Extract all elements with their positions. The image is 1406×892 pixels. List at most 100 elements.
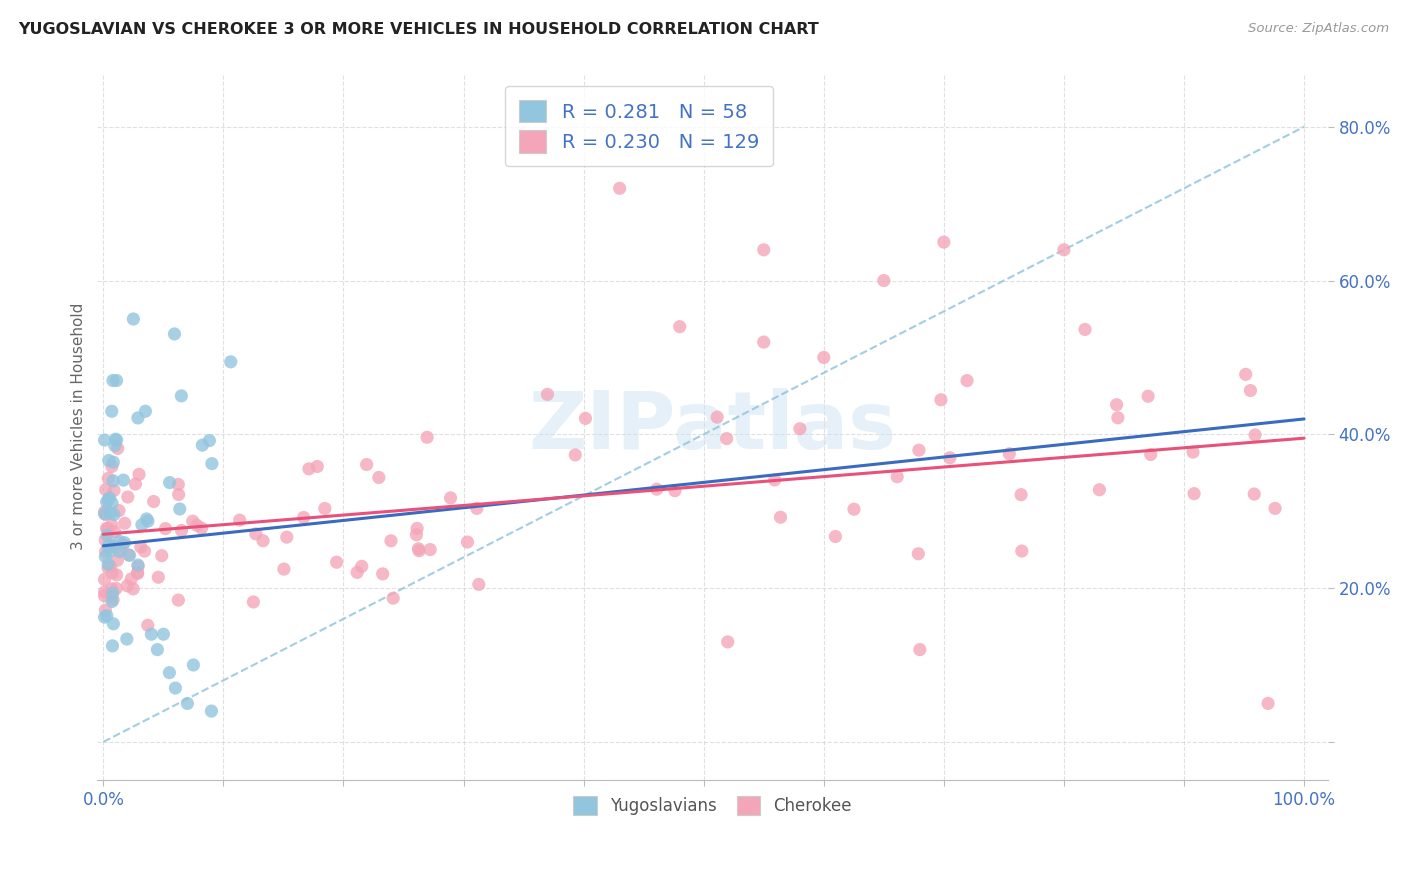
Point (465, 501, 488, 516)
Point (107, 442, 129, 456)
Point (104, 439, 127, 453)
Point (228, 513, 250, 527)
Point (97, 560, 120, 574)
Point (769, 510, 792, 524)
Point (93, 573, 115, 587)
Point (146, 642, 169, 657)
Point (101, 586, 124, 600)
Point (574, 411, 596, 425)
Point (998, 447, 1021, 461)
Point (124, 477, 146, 491)
Point (100, 559, 122, 574)
Point (1182, 445, 1205, 459)
Point (183, 657, 205, 672)
Point (408, 543, 430, 558)
Text: Source: ZipAtlas.com: Source: ZipAtlas.com (1249, 22, 1389, 36)
Point (108, 503, 131, 517)
Point (136, 514, 159, 528)
Point (416, 430, 439, 444)
Point (94, 533, 117, 547)
Point (382, 591, 405, 606)
Point (155, 522, 177, 536)
Point (813, 351, 835, 365)
Point (104, 541, 127, 555)
Point (314, 501, 336, 516)
Point (1011, 544, 1033, 558)
Point (112, 473, 135, 487)
Point (439, 491, 461, 505)
Point (93, 585, 115, 599)
Point (842, 502, 865, 516)
Point (1234, 368, 1257, 382)
Point (1257, 697, 1279, 711)
Point (150, 549, 173, 563)
Point (97, 492, 120, 507)
Point (752, 243, 775, 257)
Point (103, 483, 125, 498)
Point (98, 538, 121, 552)
Point (664, 483, 686, 498)
Point (108, 534, 131, 549)
Point (97, 471, 120, 485)
Point (105, 433, 128, 447)
Point (128, 467, 150, 482)
Point (134, 544, 156, 558)
Point (105, 553, 128, 567)
Point (186, 518, 208, 533)
Point (115, 579, 138, 593)
Point (117, 490, 139, 504)
Point (122, 312, 145, 326)
Point (886, 470, 908, 484)
Point (103, 455, 125, 469)
Point (170, 524, 193, 538)
Point (152, 627, 174, 641)
Point (101, 539, 124, 553)
Point (169, 502, 191, 516)
Point (96, 528, 118, 542)
Point (609, 181, 631, 195)
Point (165, 681, 187, 695)
Point (100, 582, 122, 596)
Point (94, 483, 117, 497)
Point (1139, 448, 1161, 462)
Point (141, 627, 163, 641)
Point (97, 453, 120, 467)
Point (98, 491, 121, 505)
Point (115, 632, 138, 646)
Point (103, 616, 125, 631)
Point (167, 487, 190, 501)
Point (105, 374, 128, 388)
Point (824, 529, 846, 543)
Point (907, 547, 929, 561)
Point (96, 521, 118, 535)
Point (98, 507, 121, 521)
Point (1105, 398, 1128, 412)
Point (245, 527, 267, 541)
Point (717, 635, 740, 649)
Point (127, 566, 149, 580)
Point (536, 387, 558, 401)
Point (101, 592, 124, 607)
Point (1107, 410, 1129, 425)
Point (1239, 384, 1261, 398)
Point (93, 589, 115, 603)
Point (114, 535, 136, 549)
Point (932, 235, 955, 249)
Point (94, 603, 117, 617)
Point (219, 355, 242, 369)
Point (408, 541, 430, 556)
Point (292, 510, 315, 524)
Point (468, 577, 491, 591)
Point (101, 566, 124, 580)
Point (127, 558, 149, 572)
Point (163, 326, 186, 341)
Point (356, 458, 378, 472)
Point (114, 516, 136, 531)
Point (908, 642, 931, 657)
Point (93, 505, 115, 519)
Point (96, 608, 118, 623)
Point (181, 514, 204, 528)
Point (94, 549, 117, 564)
Point (94, 508, 117, 522)
Point (191, 438, 214, 452)
